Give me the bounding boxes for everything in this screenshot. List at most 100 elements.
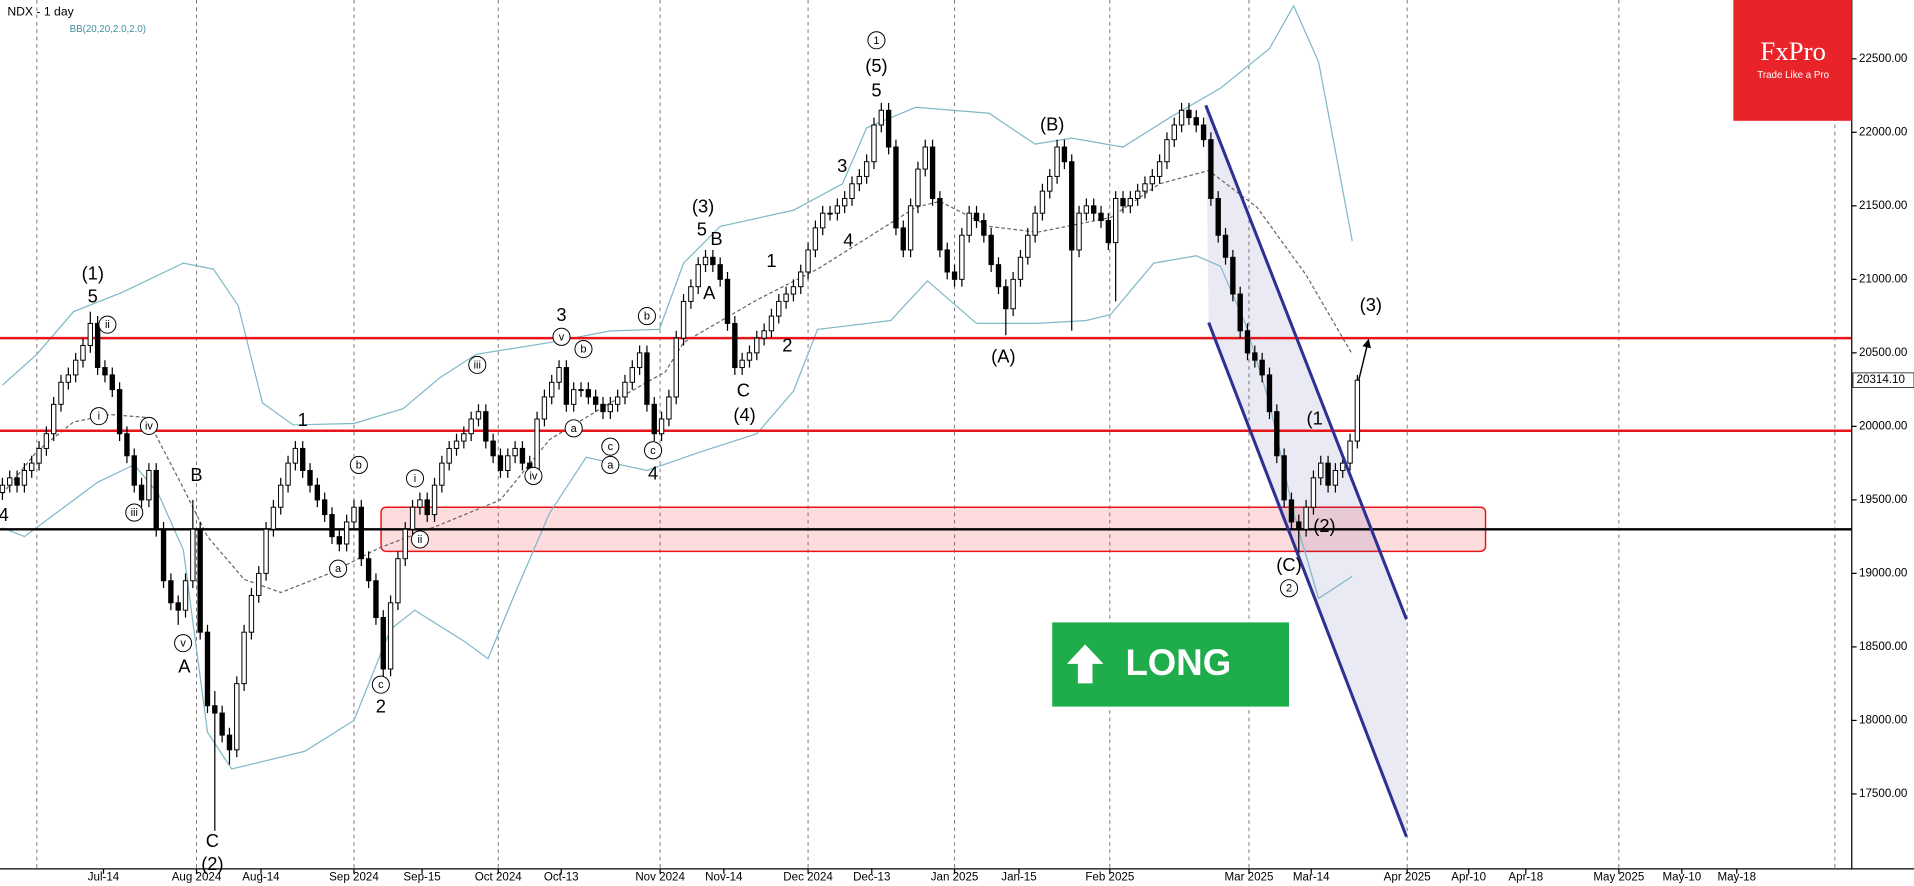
candle-body (80, 345, 86, 361)
wave-label: c (378, 679, 384, 691)
candle-body (358, 506, 364, 560)
candle-body (1318, 462, 1324, 479)
wave-label: i (98, 411, 100, 423)
candle-body (1208, 139, 1214, 199)
candle-body (219, 712, 225, 736)
candle-body (805, 249, 811, 273)
candle-body (951, 271, 958, 280)
candle-body (622, 381, 628, 398)
y-tick-label: 21500.00 (1859, 200, 1907, 212)
candle-body (87, 322, 93, 346)
wave-label: 4 (648, 463, 658, 484)
wave-label: A (178, 655, 191, 676)
candle-body (754, 337, 760, 354)
candle-body (175, 602, 181, 611)
x-tick-label: Apr 2025 (1384, 872, 1431, 884)
wave-circle (125, 503, 144, 522)
candle-body (212, 705, 218, 714)
wave-label: 5 (88, 286, 98, 307)
y-tick-label: 18000.00 (1859, 714, 1907, 726)
candle-body (812, 227, 819, 251)
x-tick-label: Mar-14 (1293, 872, 1330, 884)
candle-body (783, 293, 789, 302)
wave-label: B (710, 228, 722, 249)
candle-body (549, 381, 555, 398)
candle-body (710, 256, 716, 266)
candle-body (1186, 109, 1192, 119)
wave-label: 3 (837, 155, 847, 176)
candle-body (820, 212, 826, 229)
candle-body (893, 146, 899, 229)
candle-body (768, 315, 775, 332)
candle-body (278, 484, 284, 508)
candle-body (14, 477, 20, 486)
wave-label: iii (131, 507, 138, 519)
candle-body (673, 337, 679, 398)
candle-body (856, 175, 863, 185)
candle-body (300, 447, 306, 471)
candle-body (146, 469, 152, 501)
candle-body (43, 433, 50, 449)
candle-body (1296, 521, 1302, 530)
candle-body (724, 278, 731, 324)
candle-body (1178, 109, 1185, 126)
candle-body (1061, 146, 1068, 163)
candle-body (519, 447, 526, 464)
wave-label: 3 (556, 304, 566, 325)
candle-body (512, 447, 518, 457)
candle-body (1252, 352, 1258, 361)
candle-body (226, 734, 233, 751)
candle-body (424, 499, 430, 516)
candle-body (321, 499, 328, 516)
candle-body (1017, 256, 1024, 280)
y-tick-label: 17500.00 (1859, 788, 1907, 800)
y-tick-label: 20500.00 (1859, 347, 1907, 359)
candle-body (1200, 124, 1207, 141)
candle-body (1266, 374, 1273, 413)
x-tick-label: Apr-18 (1508, 872, 1543, 884)
signal-badge: LONG (1052, 622, 1290, 707)
candle-body (680, 300, 687, 339)
wave-label: (4) (733, 404, 755, 425)
candle-body (1325, 462, 1331, 486)
candle-body (629, 367, 635, 383)
candle-body (102, 367, 108, 376)
chart-title: NDX - 1 day (7, 4, 74, 18)
wave-circle (867, 31, 886, 50)
candle-body (636, 352, 643, 369)
x-tick-label: Apr-10 (1451, 872, 1486, 884)
candle-body (314, 484, 321, 501)
wave-circle (174, 634, 193, 653)
candle-body (270, 506, 277, 530)
candle-body (1222, 234, 1229, 258)
candle-body (1039, 190, 1046, 214)
candle-body (190, 528, 196, 582)
candle-body (556, 367, 562, 383)
candle-body (307, 469, 313, 486)
wave-circle (410, 530, 429, 549)
candle-body (1112, 197, 1119, 244)
wave-circle (98, 315, 117, 334)
candle-body (937, 197, 943, 251)
wave-circle (349, 455, 368, 474)
wave-label: 1 (873, 35, 879, 47)
candle-body (1127, 197, 1134, 207)
candle-body (966, 212, 972, 236)
candle-body (58, 381, 64, 405)
candle-body (571, 389, 577, 405)
wave-label: v (180, 638, 186, 650)
wave-circle (637, 307, 656, 326)
candle-body (1134, 190, 1141, 199)
x-tick-label: Jul-14 (88, 872, 120, 884)
y-tick-label: 18500.00 (1859, 641, 1907, 653)
candle-body (380, 617, 386, 670)
y-tick-label: 22000.00 (1859, 126, 1907, 138)
wave-circle (1279, 579, 1299, 598)
candle-body (929, 146, 936, 199)
candle-body (329, 514, 335, 538)
candle-body (402, 528, 408, 560)
candle-body (131, 455, 137, 486)
channel-line (1207, 322, 1408, 838)
projection-arrow (1357, 338, 1371, 381)
